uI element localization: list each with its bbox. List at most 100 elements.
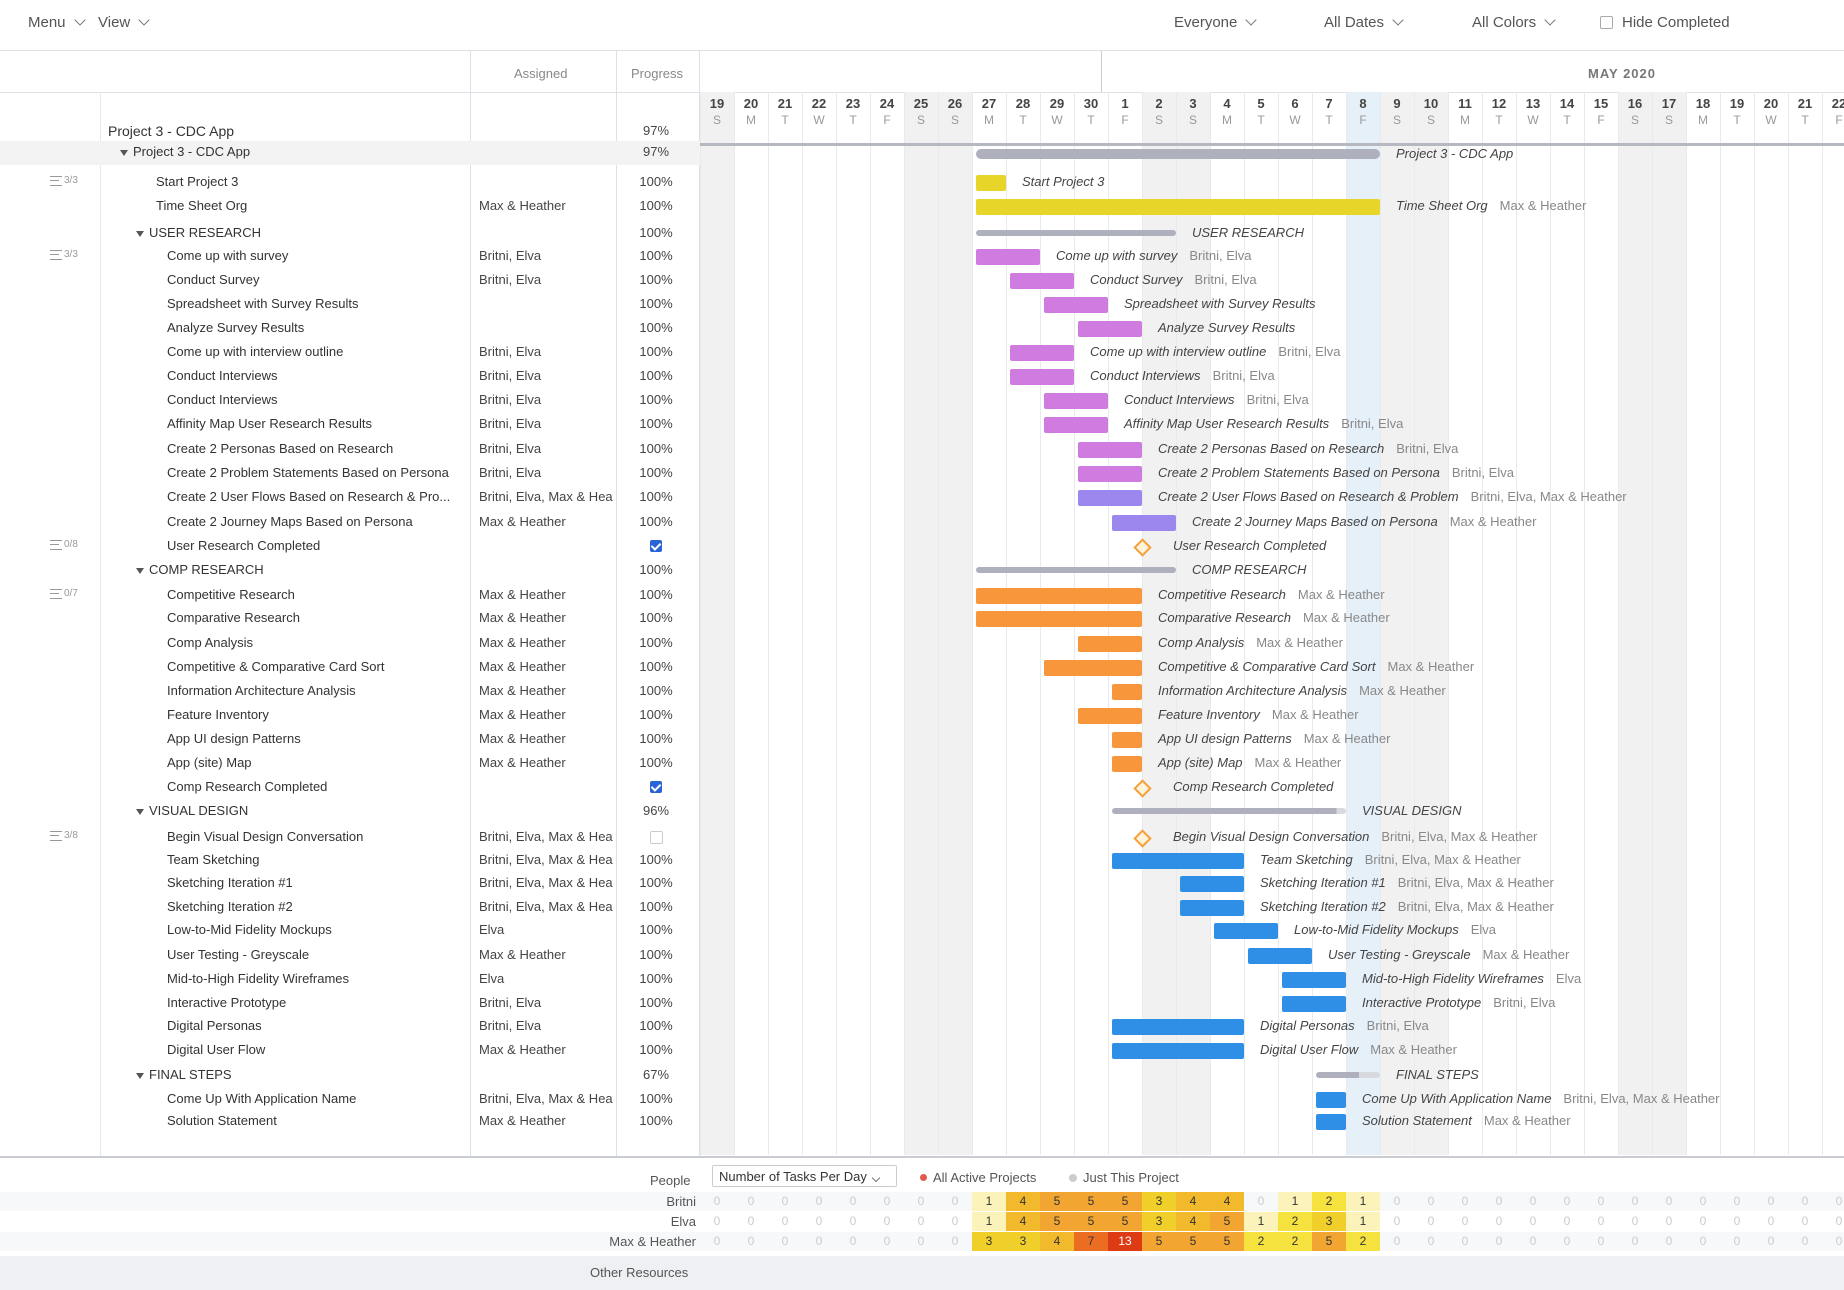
day-header[interactable]: 20 W [1754,96,1788,128]
task-row[interactable]: Create 2 User Flows Based on Research & … [0,486,1844,508]
workload-cell[interactable]: 0 [849,1214,857,1228]
subtask-count[interactable]: 0/8 [50,539,78,550]
workload-cell[interactable]: 7 [1074,1232,1108,1251]
workload-cell[interactable]: 4 [1176,1192,1210,1211]
task-row[interactable]: Sketching Iteration #1 Britni, Elva, Max … [0,872,1844,894]
task-name[interactable]: COMP RESEARCH [136,562,456,577]
day-header[interactable]: 25 S [904,96,938,128]
task-row[interactable]: Low-to-Mid Fidelity Mockups Elva 100% [0,919,1844,941]
workload-cell[interactable]: 0 [815,1194,823,1208]
bar-label[interactable]: Feature Inventory Max & Heather [1158,707,1359,722]
day-header[interactable]: 23 T [836,96,870,128]
workload-cell[interactable]: 2 [1278,1232,1312,1251]
task-assignee[interactable]: Max & Heather [479,683,566,698]
task-name[interactable]: Comp Analysis [167,635,467,650]
task-row[interactable]: Create 2 Problem Statements Based on Per… [0,462,1844,484]
group-row[interactable]: FINAL STEPS 67% [0,1064,1844,1086]
workload-cell[interactable]: 5 [1040,1192,1074,1211]
workload-cell[interactable]: 0 [1529,1214,1537,1228]
hide-completed-checkbox[interactable] [1600,16,1613,29]
workload-cell[interactable]: 0 [1767,1194,1775,1208]
task-bar[interactable] [1180,876,1244,892]
day-header[interactable]: 28 T [1006,96,1040,128]
bar-label[interactable]: Start Project 3 [1022,174,1104,189]
workload-cell[interactable]: 0 [1597,1214,1605,1228]
bar-label[interactable]: Create 2 User Flows Based on Research & … [1158,489,1627,504]
task-row[interactable]: Competitive & Comparative Card Sort Max &… [0,656,1844,678]
workload-cell[interactable]: 1 [1244,1212,1278,1231]
bar-label[interactable]: Conduct Survey Britni, Elva [1090,272,1257,287]
bar-label[interactable]: App UI design Patterns Max & Heather [1158,731,1390,746]
collapse-triangle-icon[interactable] [136,808,144,815]
workload-cell[interactable]: 4 [1006,1192,1040,1211]
task-row[interactable]: Comparative Research Max & Heather 100% [0,607,1844,629]
workload-cell[interactable]: 0 [747,1194,755,1208]
task-assignee[interactable]: Britni, Elva [479,368,542,383]
day-header[interactable]: 15 F [1584,96,1618,128]
workload-cell[interactable]: 0 [747,1214,755,1228]
task-assignee[interactable]: Britni, Elva, Max & Heather [479,852,613,867]
workload-cell[interactable]: 0 [1563,1214,1571,1228]
day-header[interactable]: 10 S [1414,96,1448,128]
task-bar[interactable] [1112,1019,1244,1035]
task-assignee[interactable]: Britni, Elva, Max & Heather [479,875,613,890]
workload-cell[interactable]: 0 [1597,1194,1605,1208]
workload-cell[interactable]: 5 [1074,1212,1108,1231]
workload-cell[interactable]: 0 [917,1214,925,1228]
task-bar[interactable] [976,199,1380,215]
workload-cell[interactable]: 0 [1461,1214,1469,1228]
task-row[interactable]: Digital User Flow Max & Heather 100% [0,1039,1844,1061]
workload-cell[interactable]: 0 [883,1194,891,1208]
workload-cell[interactable]: 0 [849,1234,857,1248]
workload-cell[interactable]: 0 [1665,1194,1673,1208]
task-bar[interactable] [1112,853,1244,869]
hide-completed-toggle[interactable]: Hide Completed [1600,14,1730,31]
bar-label[interactable]: Mid-to-High Fidelity Wireframes Elva [1362,971,1581,986]
workload-cell[interactable]: 3 [1142,1192,1176,1211]
bar-label[interactable]: Come up with survey Britni, Elva [1056,248,1252,263]
task-bar[interactable] [1010,369,1074,385]
task-name[interactable]: Feature Inventory [167,707,467,722]
bar-label[interactable]: Create 2 Problem Statements Based on Per… [1158,465,1514,480]
task-assignee[interactable]: Britni, Elva [479,465,542,480]
task-assignee[interactable]: Britni, Elva, Max & Heather [479,829,613,844]
task-assignee[interactable]: Britni, Elva [479,995,542,1010]
workload-cell[interactable]: 5 [1040,1212,1074,1231]
task-name[interactable]: Begin Visual Design Conversation [167,829,467,844]
task-name[interactable]: FINAL STEPS [136,1067,456,1082]
workload-cell[interactable]: 5 [1108,1192,1142,1211]
workload-cell[interactable]: 3 [1142,1212,1176,1231]
day-header[interactable]: 22 F [1822,96,1844,128]
task-row[interactable]: Digital Personas Britni, Elva 100% [0,1015,1844,1037]
bar-label[interactable]: Digital Personas Britni, Elva [1260,1018,1429,1033]
task-name[interactable]: Create 2 Problem Statements Based on Per… [167,465,467,480]
bar-label[interactable]: User Research Completed [1173,538,1326,553]
bar-label[interactable]: Competitive Research Max & Heather [1158,587,1385,602]
bar-label[interactable]: Information Architecture Analysis Max & H… [1158,683,1446,698]
task-row[interactable]: Comp Analysis Max & Heather 100% [0,632,1844,654]
task-bar[interactable] [1044,297,1108,313]
workload-cell[interactable]: 0 [713,1214,721,1228]
task-row[interactable]: 3/3 Start Project 3 100% [0,171,1844,193]
task-name[interactable]: Create 2 Personas Based on Research [167,441,467,456]
workload-cell[interactable]: 0 [1733,1234,1741,1248]
all-active-projects-option[interactable]: All Active Projects [920,1170,1036,1185]
task-bar[interactable] [1078,466,1142,482]
day-header[interactable]: 26 S [938,96,972,128]
progress-column-header[interactable]: Progress [631,66,684,81]
workload-cell[interactable]: 0 [747,1234,755,1248]
task-row[interactable]: App (site) Map Max & Heather 100% [0,752,1844,774]
metric-select[interactable]: Number of Tasks Per Day [712,1165,897,1187]
bar-label[interactable]: USER RESEARCH [1192,225,1304,240]
bar-label[interactable]: Affinity Map User Research Results Britni… [1124,416,1403,431]
workload-cell[interactable]: 0 [1665,1234,1673,1248]
workload-cell[interactable]: 0 [1801,1214,1809,1228]
subtask-count[interactable]: 0/7 [50,588,78,599]
task-assignee[interactable]: Britni, Elva [479,1018,542,1033]
task-row[interactable]: Solution Statement Max & Heather 100% [0,1110,1844,1132]
task-assignee[interactable]: Elva [479,971,505,986]
bar-label[interactable]: Solution Statement Max & Heather [1362,1113,1571,1128]
